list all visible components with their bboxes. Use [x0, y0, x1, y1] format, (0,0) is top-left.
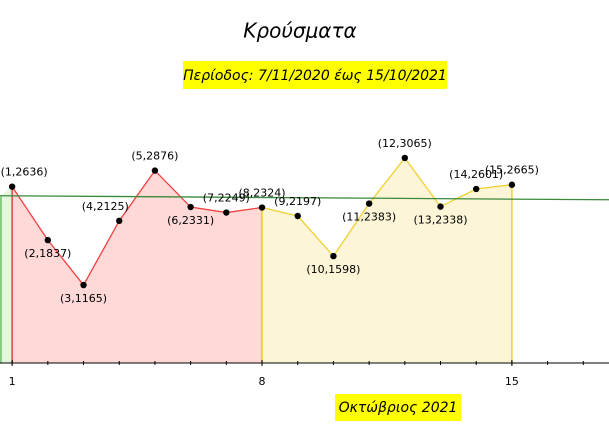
data-point: [8, 183, 16, 190]
data-label: (1,2636): [1, 166, 48, 179]
data-point: [365, 200, 373, 207]
chart-title: Κρούσματα: [243, 19, 356, 43]
data-point: [151, 167, 159, 174]
data-label: (11,2383): [342, 211, 396, 224]
data-label: (5,2876): [131, 150, 178, 163]
data-point: [116, 217, 123, 225]
data-label: (8,2324): [238, 187, 285, 200]
data-label: (7,2249): [203, 192, 250, 205]
data-point: [401, 154, 409, 162]
x-tick-label: 1: [9, 375, 16, 388]
data-point: [258, 204, 266, 211]
data-label: (12,3065): [378, 137, 432, 150]
plot: 1 8 15 (1,2636) (2,1837) (3,1165) (4,2125) (5,2…: [0, 137, 609, 388]
x-tick-label: 15: [505, 375, 519, 388]
data-label: (4,2125): [82, 200, 129, 213]
data-label: (3,1165): [60, 292, 107, 305]
data-label: (2,1837): [24, 247, 71, 260]
data-point: [44, 236, 52, 244]
data-point: [473, 185, 480, 193]
data-point: [437, 203, 444, 210]
data-point: [80, 281, 87, 289]
data-label: (13,2338): [413, 214, 467, 227]
segment-area: [262, 157, 512, 363]
x-tick-label: 8: [259, 375, 266, 388]
x-axis-label: Οκτώβριος 2021: [339, 400, 458, 416]
data-label: (9,2197): [274, 195, 321, 208]
data-point: [187, 203, 194, 211]
data-point: [294, 212, 301, 220]
data-label: (6,2331): [167, 214, 214, 227]
data-point: [508, 181, 516, 188]
segment-line: [11, 169, 263, 287]
segment-area: [12, 170, 263, 363]
data-point: [223, 209, 230, 216]
chart-subtitle: Περίοδος: 7/11/2020 έως 15/10/2021: [183, 68, 447, 84]
data-label: (10,1598): [306, 263, 360, 276]
trend-line: [0, 195, 609, 201]
data-label: (15,2665): [485, 164, 539, 177]
segment-line: [261, 156, 512, 258]
data-label: (14,2601): [449, 168, 503, 181]
left-area: [0, 186, 13, 363]
data-point: [330, 252, 337, 260]
subtitle-box: [183, 61, 447, 89]
x-label-box: [335, 394, 461, 421]
